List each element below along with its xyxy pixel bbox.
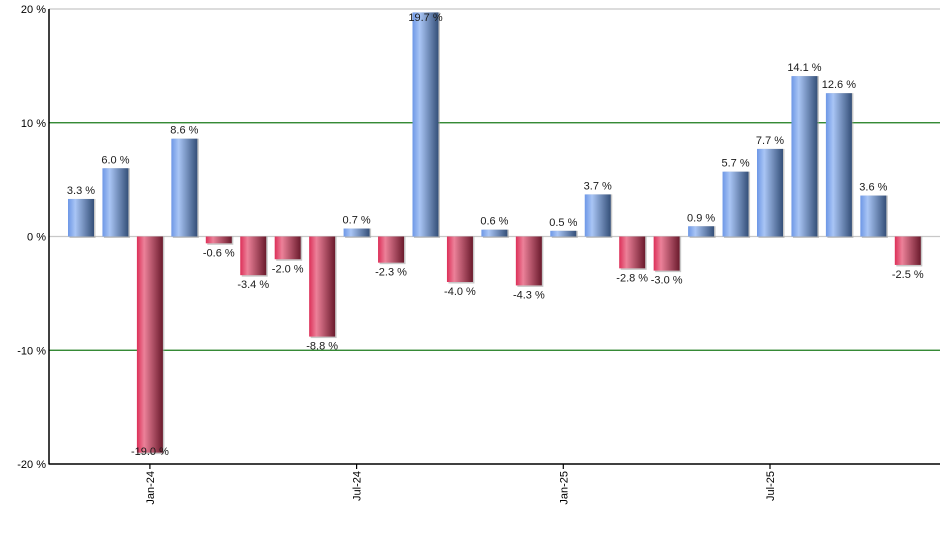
bar-Jan-24[interactable] — [136, 236, 165, 455]
bar-Oct-25[interactable] — [860, 195, 888, 238]
bar-value-label: 0.9 % — [687, 212, 715, 224]
bar-value-label: -2.5 % — [892, 269, 924, 281]
bar-value-label: 3.3 % — [67, 185, 95, 197]
bar-value-label: 12.6 % — [822, 79, 856, 91]
bar-value-label: -19.0 % — [131, 446, 169, 458]
bar-Nov-25[interactable] — [894, 236, 923, 267]
bar-value-label: 7.7 % — [756, 135, 784, 147]
bar-Feb-25[interactable] — [584, 194, 613, 238]
bar-value-label: -3.0 % — [651, 275, 683, 287]
bar-value-label: -3.4 % — [237, 279, 269, 291]
bar-value-label: 6.0 % — [101, 154, 129, 166]
bar-value-label: 14.1 % — [787, 62, 821, 74]
bar-Aug-24[interactable] — [378, 236, 406, 265]
x-tick-label: Jul-25 — [765, 471, 777, 501]
bar-May-24[interactable] — [274, 236, 303, 261]
bar-Oct-24[interactable] — [446, 236, 475, 284]
y-tick-label: -20 % — [17, 459, 46, 471]
x-tick-label: Jul-24 — [352, 471, 364, 501]
bars — [68, 12, 923, 455]
bar-value-label: -2.8 % — [616, 272, 648, 284]
bar-Jul-25[interactable] — [757, 148, 785, 238]
bar-Apr-25[interactable] — [653, 236, 682, 273]
bar-Nov-24[interactable] — [481, 229, 509, 238]
bar-value-label: 19.7 % — [408, 12, 442, 24]
bar-Apr-24[interactable] — [240, 236, 268, 277]
bar-value-label: 3.7 % — [584, 180, 612, 192]
bar-value-label: -2.0 % — [272, 263, 304, 275]
bar-Feb-24[interactable] — [171, 138, 199, 238]
bar-value-label: 8.6 % — [170, 125, 198, 137]
bar-Jun-24[interactable] — [309, 236, 337, 339]
bar-Dec-24[interactable] — [515, 236, 544, 287]
bar-value-label: -4.0 % — [444, 286, 476, 298]
axes — [48, 9, 940, 465]
bar-value-label: -4.3 % — [513, 289, 545, 301]
y-tick-label: 20 % — [21, 4, 46, 16]
bar-Dec-23[interactable] — [102, 168, 130, 238]
x-tick-label: Jan-24 — [145, 471, 157, 505]
bar-value-label: 0.7 % — [343, 215, 371, 227]
bar-value-label: 5.7 % — [721, 158, 749, 170]
y-tick-label: 10 % — [21, 118, 46, 130]
bar-Mar-25[interactable] — [619, 236, 647, 270]
bar-value-label: -2.3 % — [375, 267, 407, 279]
bar-value-label: 3.6 % — [859, 182, 887, 194]
bar-Jan-25[interactable] — [550, 230, 578, 238]
bar-value-labels: 3.3 % 6.0 % -19.0 % 8.6 % -0.6 % -3.4 %-2.0 %… — [67, 12, 924, 458]
bar-Jul-24[interactable] — [343, 228, 372, 238]
y-axis-tick-labels: 20 % 10 % 0 % -10 % -20 % — [17, 4, 46, 471]
y-tick-label: 0 % — [27, 232, 46, 244]
bar-Aug-25[interactable] — [791, 76, 819, 238]
bar-Nov-23[interactable] — [68, 198, 96, 238]
bar-value-label: 0.6 % — [480, 216, 508, 228]
bar-Jun-25[interactable] — [722, 171, 751, 238]
x-axis-tick-labels: Jan-24 Jul-24 Jan-25 Jul-25 — [145, 464, 777, 505]
bar-Mar-24[interactable] — [205, 236, 234, 245]
bar-Sep-25[interactable] — [825, 93, 854, 238]
bar-Sep-24[interactable] — [412, 12, 441, 238]
bar-value-label: -8.8 % — [306, 341, 338, 353]
bar-value-label: -0.6 % — [203, 247, 235, 259]
bar-value-label: 0.5 % — [549, 217, 577, 229]
x-tick-label: Jan-25 — [558, 471, 570, 505]
bar-May-25[interactable] — [688, 226, 716, 238]
y-tick-label: -10 % — [17, 345, 46, 357]
